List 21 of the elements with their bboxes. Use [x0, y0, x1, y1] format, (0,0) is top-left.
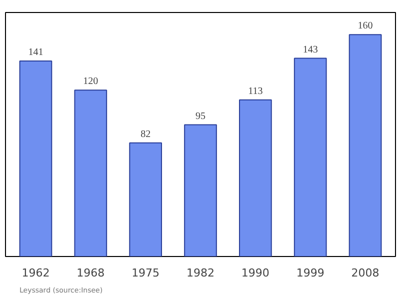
x-tick-label: 1990: [241, 266, 270, 280]
data-label: 141: [28, 47, 44, 58]
x-tick-label: 2008: [351, 266, 380, 280]
x-tick-label: 1975: [132, 266, 160, 280]
x-tick-label: 1968: [76, 266, 105, 280]
bar: [239, 99, 272, 256]
data-label: 82: [140, 128, 151, 140]
x-tick-label: 1999: [296, 266, 324, 280]
bar: [294, 58, 327, 256]
bar: [74, 90, 108, 256]
bar: [348, 34, 382, 256]
x-tick-label: 1982: [186, 266, 215, 280]
data-label: 143: [302, 44, 318, 56]
data-label: 160: [358, 20, 373, 32]
bar: [184, 124, 217, 256]
data-label: 113: [248, 86, 263, 97]
x-tick-label: 1962: [22, 266, 50, 280]
data-label: 120: [83, 76, 98, 88]
data-label: 95: [196, 110, 206, 122]
bar: [129, 142, 162, 256]
bar: [19, 60, 52, 256]
